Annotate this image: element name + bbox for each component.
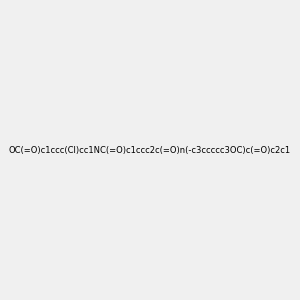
Text: OC(=O)c1ccc(Cl)cc1NC(=O)c1ccc2c(=O)n(-c3ccccc3OC)c(=O)c2c1: OC(=O)c1ccc(Cl)cc1NC(=O)c1ccc2c(=O)n(-c3… bbox=[9, 146, 291, 154]
